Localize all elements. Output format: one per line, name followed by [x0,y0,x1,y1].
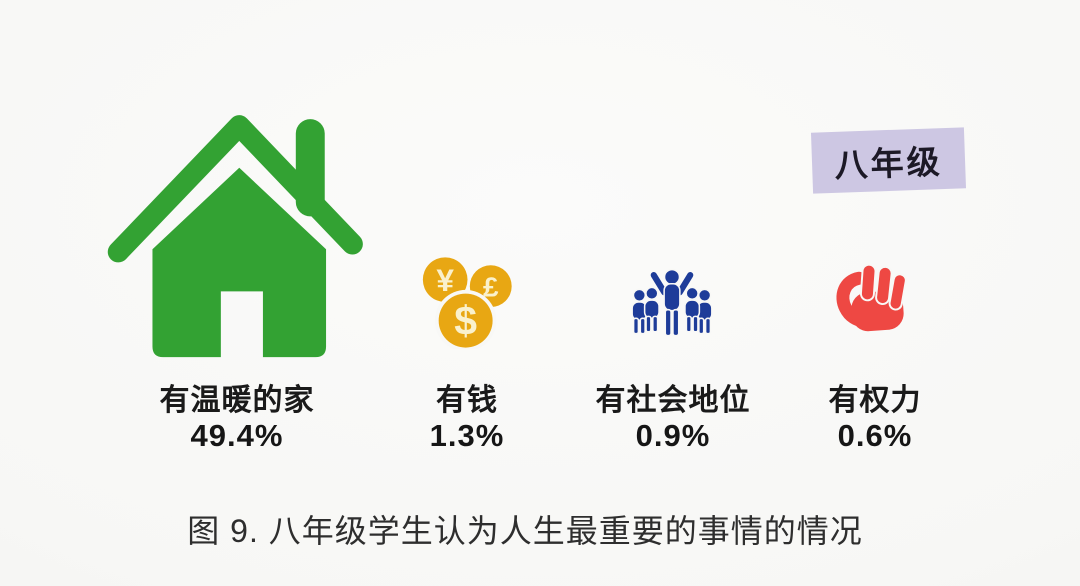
fist-icon [833,259,914,341]
item-value: 1.3% [429,418,505,453]
item-label: 有社会地位 [595,384,751,417]
item-value: 0.9% [635,418,711,453]
people-group-icon [624,266,720,338]
item-warm-home: 有温暖的家 49.4% [85,100,389,460]
item-money: ¥ £ $ 有钱 1.3% [367,100,567,460]
item-power: 有权力 0.6% [775,100,975,460]
item-label: 有温暖的家 [159,384,315,417]
pound-coin-symbol: £ [483,271,499,302]
coins-icon: ¥ £ $ [421,255,514,349]
item-label: 有权力 [828,384,922,417]
house-icon [98,102,370,365]
yen-coin-symbol: ¥ [436,262,454,298]
item-social-status: 有社会地位 0.9% [558,100,788,460]
figure-caption: 图 9. 八年级学生认为人生最重要的事情的情况 [187,513,863,549]
item-value: 49.4% [190,418,284,453]
item-value: 0.6% [837,418,913,453]
item-label: 有钱 [436,384,498,417]
dollar-coin-symbol: $ [454,298,477,344]
